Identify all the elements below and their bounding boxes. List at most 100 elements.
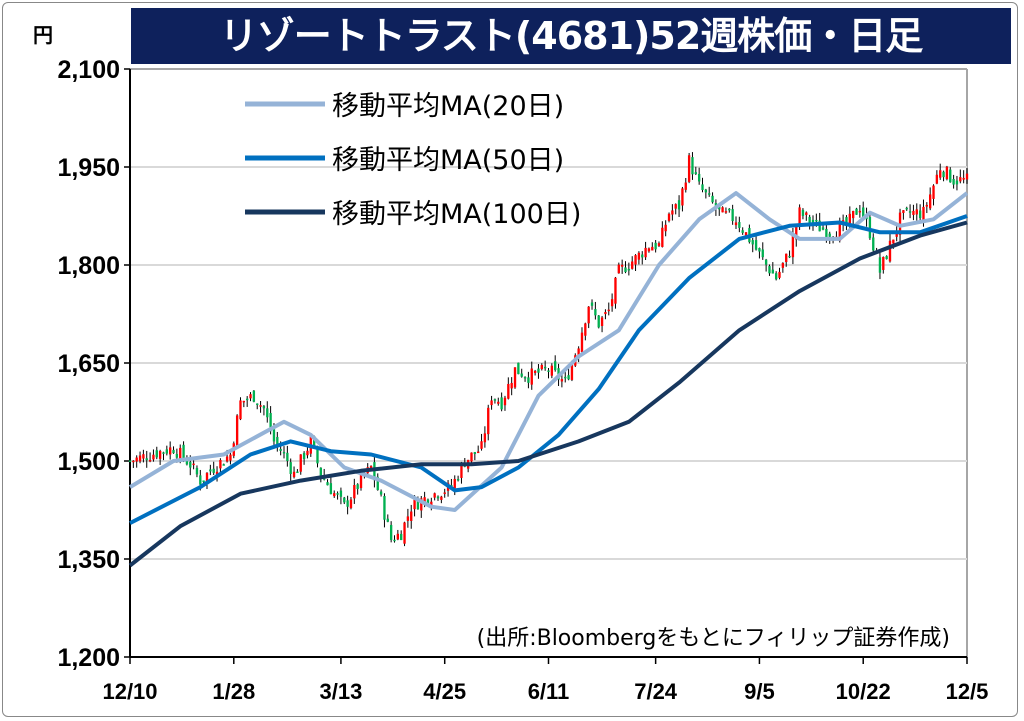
candle-body	[885, 256, 888, 260]
candle-body	[721, 207, 724, 213]
candle-body	[282, 451, 286, 454]
candle-body	[634, 255, 637, 265]
candle-body	[400, 533, 403, 541]
candle-body	[523, 376, 527, 379]
candle-body	[845, 217, 848, 226]
candle-body	[483, 433, 487, 443]
candle-body	[256, 403, 259, 406]
y-tick-label: 1,500	[57, 448, 120, 476]
candle-body	[199, 475, 202, 485]
candle-body	[708, 193, 711, 195]
candle-body	[728, 208, 731, 211]
candle-body	[259, 405, 262, 407]
candle-body	[138, 455, 142, 462]
candle-body	[587, 306, 590, 324]
candle-body	[296, 471, 299, 474]
candle-body	[510, 382, 513, 389]
candle-body	[182, 444, 185, 459]
candle-body	[192, 463, 195, 466]
candle-body	[620, 264, 624, 267]
x-tick-label: 6/11	[528, 679, 570, 704]
candle-body	[443, 492, 446, 494]
candle-body	[490, 400, 493, 406]
candle-body	[848, 213, 851, 226]
candle-body	[674, 204, 677, 209]
candle-body	[262, 405, 266, 409]
candle-body	[393, 539, 396, 542]
candle-body	[614, 277, 617, 304]
candle-body	[828, 233, 831, 237]
candle-body	[242, 400, 246, 403]
candle-body	[302, 452, 306, 460]
candle-body	[543, 366, 547, 369]
candle-body	[858, 210, 862, 213]
candle-body	[500, 397, 503, 410]
candle-body	[788, 255, 791, 258]
candle-body	[610, 299, 614, 307]
candle-body	[162, 452, 165, 454]
candle-body	[761, 249, 764, 258]
candle-body	[564, 376, 567, 379]
candle-body	[942, 171, 945, 178]
candle-body	[239, 400, 242, 420]
candle-body	[962, 177, 965, 180]
candle-body	[286, 452, 289, 461]
candle-body	[343, 497, 346, 503]
candle-body	[590, 302, 594, 306]
candle-body	[336, 493, 339, 495]
candle-body	[825, 228, 828, 238]
candle-body	[497, 401, 500, 404]
candle-body	[185, 461, 189, 465]
candle-body	[654, 242, 657, 250]
candle-body	[175, 453, 179, 458]
x-tick-label: 1/28	[212, 679, 255, 704]
candle-body	[768, 266, 771, 274]
candle-body	[179, 447, 182, 460]
candle-body	[202, 480, 205, 483]
y-unit-label: 円	[33, 23, 53, 47]
candle-body	[851, 210, 855, 219]
candle-body	[785, 253, 788, 263]
candle-body	[815, 219, 818, 222]
candle-body	[892, 239, 895, 244]
y-tick-label: 2,100	[57, 56, 120, 84]
candle-body	[513, 367, 517, 388]
candle-body	[637, 252, 641, 260]
candle-body	[724, 211, 728, 213]
x-tick-label: 12/5	[946, 679, 989, 704]
candle-body	[279, 448, 282, 451]
legend-label: 移動平均MA(20日)	[332, 91, 564, 122]
candle-body	[205, 472, 209, 482]
candle-body	[932, 185, 935, 199]
candle-body	[272, 429, 276, 442]
candle-body	[333, 493, 336, 497]
candle-body	[473, 452, 477, 454]
candle-body	[868, 216, 872, 239]
candle-body	[312, 436, 316, 447]
candle-body	[902, 210, 905, 213]
candle-body	[570, 363, 574, 380]
candle-body	[537, 368, 540, 373]
candle-body	[326, 482, 329, 486]
candle-body	[965, 173, 969, 180]
candle-body	[356, 484, 359, 490]
candle-body	[128, 460, 132, 462]
candle-body	[346, 500, 349, 507]
candle-body	[687, 155, 691, 182]
candle-body	[691, 157, 694, 175]
candle-body	[631, 261, 634, 269]
candle-body	[778, 271, 781, 278]
candle-body	[929, 194, 932, 209]
candle-body	[641, 254, 644, 258]
candle-body	[416, 501, 420, 510]
candle-body	[530, 368, 533, 385]
candle-body	[517, 362, 520, 375]
candle-body	[821, 227, 825, 230]
candle-body	[540, 364, 543, 370]
candle-body	[292, 471, 296, 478]
candle-body	[376, 476, 379, 491]
candle-body	[684, 182, 687, 190]
candle-body	[754, 240, 758, 250]
candle-body	[410, 511, 413, 521]
candle-body	[657, 243, 661, 246]
